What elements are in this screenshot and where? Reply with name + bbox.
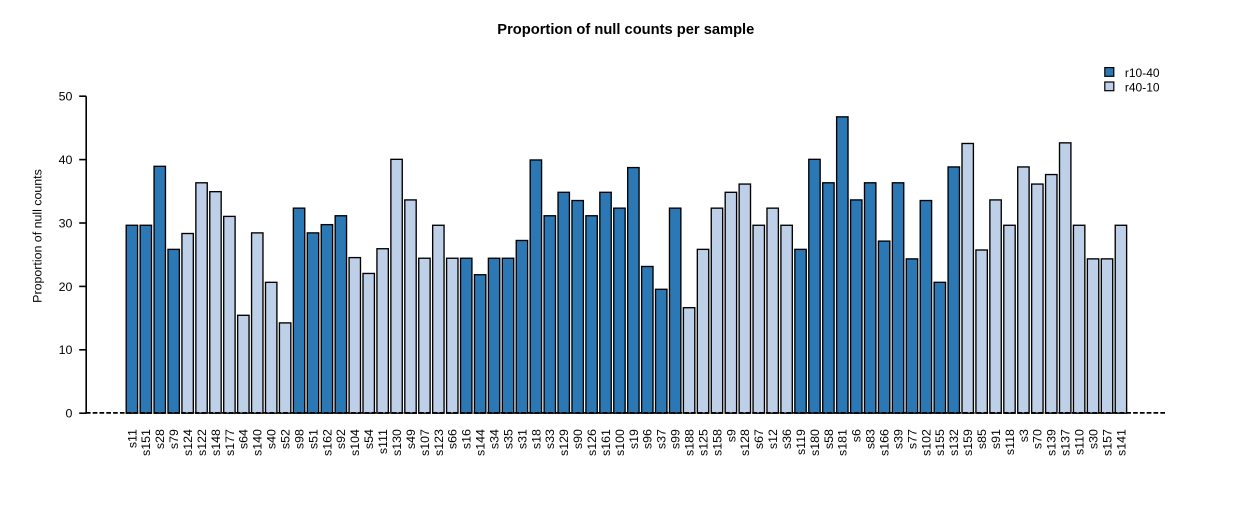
svg-text:s148: s148 xyxy=(209,429,223,456)
svg-text:s39: s39 xyxy=(891,429,905,449)
svg-text:s107: s107 xyxy=(418,429,432,456)
svg-text:s102: s102 xyxy=(919,429,933,456)
svg-text:s123: s123 xyxy=(432,429,446,456)
svg-text:s36: s36 xyxy=(780,429,794,449)
svg-text:10: 10 xyxy=(59,343,73,357)
svg-text:s40: s40 xyxy=(265,429,279,449)
svg-text:s129: s129 xyxy=(557,429,571,456)
svg-text:s177: s177 xyxy=(223,429,237,456)
svg-text:s162: s162 xyxy=(320,429,334,456)
svg-text:s35: s35 xyxy=(501,429,515,449)
svg-text:s111: s111 xyxy=(376,429,390,454)
svg-text:s18: s18 xyxy=(529,429,543,449)
svg-text:s159: s159 xyxy=(961,429,975,456)
svg-text:s137: s137 xyxy=(1059,429,1073,456)
svg-text:s144: s144 xyxy=(474,429,488,456)
svg-text:s158: s158 xyxy=(710,429,724,456)
svg-text:s99: s99 xyxy=(669,429,683,449)
svg-text:s180: s180 xyxy=(808,429,822,456)
svg-text:s34: s34 xyxy=(487,429,501,449)
svg-text:s79: s79 xyxy=(167,429,181,449)
svg-text:s122: s122 xyxy=(195,429,209,456)
svg-text:30: 30 xyxy=(59,216,73,230)
svg-text:s51: s51 xyxy=(306,429,320,449)
svg-text:s64: s64 xyxy=(237,429,251,449)
svg-text:s128: s128 xyxy=(738,429,752,456)
svg-text:s37: s37 xyxy=(655,429,669,449)
svg-text:s90: s90 xyxy=(571,429,585,449)
svg-text:s66: s66 xyxy=(446,429,460,449)
svg-text:r40-10: r40-10 xyxy=(1125,80,1160,94)
svg-text:s54: s54 xyxy=(362,429,376,449)
svg-text:s161: s161 xyxy=(599,429,613,456)
svg-text:s83: s83 xyxy=(864,429,878,449)
svg-text:s70: s70 xyxy=(1031,429,1045,449)
svg-text:s33: s33 xyxy=(543,429,557,449)
svg-text:r10-40: r10-40 xyxy=(1125,66,1160,80)
svg-text:s98: s98 xyxy=(292,429,306,449)
svg-text:20: 20 xyxy=(59,280,73,294)
svg-text:s58: s58 xyxy=(822,429,836,449)
svg-text:s157: s157 xyxy=(1100,429,1114,456)
svg-text:s16: s16 xyxy=(460,429,474,449)
svg-text:s52: s52 xyxy=(279,429,293,449)
svg-text:0: 0 xyxy=(65,407,72,421)
svg-text:s104: s104 xyxy=(348,429,362,456)
svg-text:s119: s119 xyxy=(794,429,808,455)
svg-text:s166: s166 xyxy=(878,429,892,456)
svg-text:s188: s188 xyxy=(683,429,697,456)
svg-text:Proportion of null counts per: Proportion of null counts per sample xyxy=(497,21,754,38)
svg-text:s139: s139 xyxy=(1045,429,1059,456)
svg-text:s125: s125 xyxy=(696,429,710,456)
svg-text:s3: s3 xyxy=(1017,429,1031,442)
svg-text:s30: s30 xyxy=(1086,429,1100,449)
svg-text:s67: s67 xyxy=(752,429,766,449)
svg-text:s77: s77 xyxy=(905,429,919,449)
svg-text:s28: s28 xyxy=(153,429,167,449)
svg-text:Proportion of null counts: Proportion of null counts xyxy=(31,169,45,303)
svg-text:s155: s155 xyxy=(933,429,947,456)
svg-text:s130: s130 xyxy=(390,429,404,456)
svg-text:s110: s110 xyxy=(1073,429,1087,455)
svg-text:s96: s96 xyxy=(641,429,655,449)
svg-text:s12: s12 xyxy=(766,429,780,449)
svg-text:s124: s124 xyxy=(181,429,195,456)
svg-text:s6: s6 xyxy=(850,429,864,442)
svg-text:s100: s100 xyxy=(613,429,627,456)
svg-text:50: 50 xyxy=(59,90,73,104)
svg-text:s91: s91 xyxy=(989,429,1003,449)
svg-text:s85: s85 xyxy=(975,429,989,449)
svg-text:40: 40 xyxy=(59,153,73,167)
svg-text:s132: s132 xyxy=(947,429,961,456)
svg-text:s92: s92 xyxy=(334,429,348,449)
svg-text:s19: s19 xyxy=(627,429,641,449)
svg-text:s118: s118 xyxy=(1003,429,1017,455)
svg-text:s181: s181 xyxy=(836,429,850,456)
svg-text:s49: s49 xyxy=(404,429,418,449)
svg-text:s151: s151 xyxy=(139,429,153,456)
svg-text:s9: s9 xyxy=(724,429,738,442)
svg-text:s126: s126 xyxy=(585,429,599,456)
svg-text:s11: s11 xyxy=(125,429,139,448)
svg-text:s140: s140 xyxy=(251,429,265,456)
svg-text:s141: s141 xyxy=(1114,429,1128,456)
svg-text:s31: s31 xyxy=(515,429,529,449)
